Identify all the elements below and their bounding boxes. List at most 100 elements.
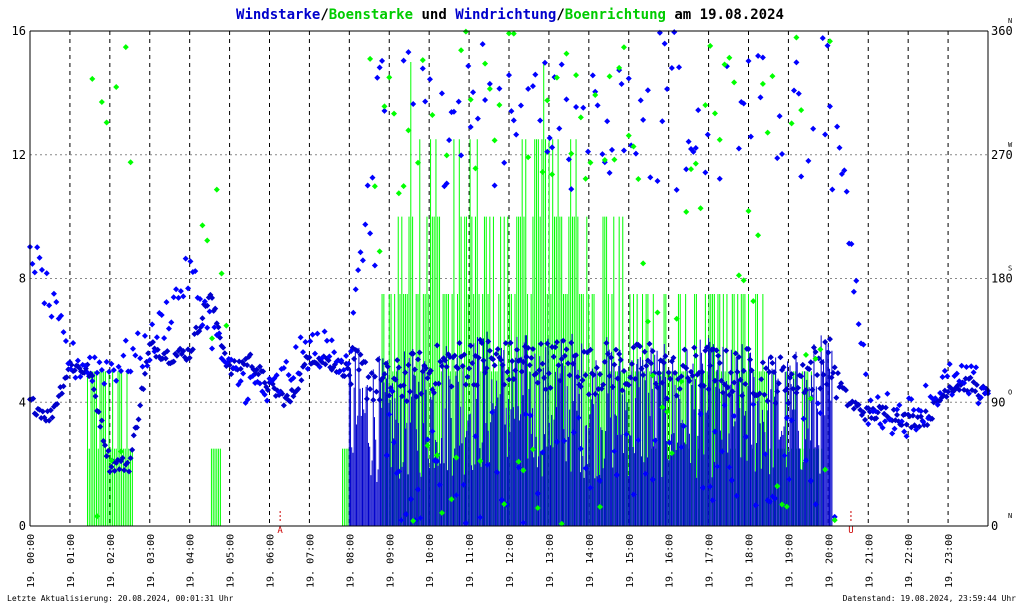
wind-point: [625, 382, 632, 389]
wind-point: [664, 395, 671, 402]
direction-point: [711, 428, 718, 435]
direction-point: [108, 360, 115, 367]
direction-point: [29, 260, 36, 267]
wind-point: [817, 385, 824, 392]
gust-direction-point: [774, 483, 781, 490]
direction-point: [240, 370, 247, 377]
direction-point: [743, 433, 750, 440]
direction-point: [968, 363, 975, 370]
wind-point: [761, 391, 768, 398]
wind-point: [810, 344, 817, 351]
direction-point: [604, 118, 611, 125]
direction-point: [292, 344, 299, 351]
wind-point: [632, 375, 639, 382]
gust-direction-point: [606, 73, 613, 80]
direction-point: [666, 439, 673, 446]
direction-point: [690, 148, 697, 155]
gust-direction-point: [664, 408, 671, 415]
wind-point: [654, 384, 661, 391]
direction-point: [345, 360, 352, 367]
direction-point: [721, 402, 728, 409]
direction-point: [719, 448, 726, 455]
direction-point: [192, 268, 199, 275]
direction-point: [549, 144, 556, 151]
wind-point: [501, 381, 508, 388]
wind-point: [209, 294, 216, 301]
wind-point: [60, 383, 67, 390]
wind-point: [461, 351, 468, 358]
wind-point: [579, 377, 586, 384]
wind-point: [469, 360, 476, 367]
direction-point: [901, 428, 908, 435]
wind-point: [774, 388, 781, 395]
wind-point: [430, 389, 437, 396]
direction-point: [106, 368, 113, 375]
direction-point: [949, 391, 956, 398]
direction-point: [41, 300, 48, 307]
direction-point: [812, 501, 819, 508]
wind-point: [58, 390, 65, 397]
wind-point: [726, 391, 733, 398]
gust-direction-point: [381, 103, 388, 110]
direction-point: [910, 407, 917, 414]
direction-point: [884, 390, 891, 397]
wind-point: [636, 343, 643, 350]
direction-point: [364, 182, 371, 189]
wind-point: [523, 353, 530, 360]
chart-title: Windstarke/Boenstarke und Windrichtung/B…: [236, 7, 784, 23]
direction-point: [699, 484, 706, 491]
gust-direction-point: [688, 166, 695, 173]
wind-point: [748, 367, 755, 374]
gust-direction-point: [199, 222, 206, 229]
wind-point: [667, 375, 674, 382]
direction-point: [898, 418, 905, 425]
direction-point: [276, 389, 283, 396]
gust-direction-point: [213, 186, 220, 193]
direction-point: [482, 97, 489, 104]
wind-point: [672, 369, 679, 376]
direction-point: [340, 366, 347, 373]
direction-point: [707, 483, 714, 490]
direction-point: [115, 363, 122, 370]
wind-point: [370, 397, 377, 404]
wind-point: [662, 353, 669, 360]
wind-point: [135, 416, 142, 423]
wind-point: [346, 372, 353, 379]
direction-point: [359, 257, 366, 264]
y-right-tick-label: 180: [991, 272, 1013, 286]
event-marker-label: U: [848, 526, 853, 536]
direction-point: [347, 348, 354, 355]
direction-point: [228, 356, 235, 363]
direction-point: [309, 331, 316, 338]
wind-point: [367, 386, 374, 393]
direction-point: [187, 258, 194, 265]
wind-point: [834, 370, 841, 377]
direction-point: [127, 368, 134, 375]
direction-point: [522, 411, 529, 418]
direction-point: [357, 249, 364, 256]
wind-point: [775, 380, 782, 387]
direction-point: [980, 384, 987, 391]
wind-point: [590, 371, 597, 378]
wind-point: [772, 399, 779, 406]
wind-point: [830, 369, 837, 376]
direction-point: [568, 186, 575, 193]
gust-direction-point: [673, 315, 680, 322]
direction-point: [640, 116, 647, 123]
wind-point: [648, 360, 655, 367]
wind-point: [542, 386, 549, 393]
wind-point: [499, 361, 506, 368]
wind-point: [569, 360, 576, 367]
wind-point: [711, 377, 718, 384]
direction-point: [654, 178, 661, 185]
direction-point: [575, 414, 582, 421]
gust-direction-point: [472, 165, 479, 172]
direction-point: [532, 71, 539, 78]
gust-direction-point: [434, 452, 441, 459]
direction-point: [848, 241, 855, 248]
compass-label: W: [1008, 141, 1013, 149]
direction-point: [882, 418, 889, 425]
direction-point: [144, 362, 151, 369]
direction-point: [168, 319, 175, 326]
